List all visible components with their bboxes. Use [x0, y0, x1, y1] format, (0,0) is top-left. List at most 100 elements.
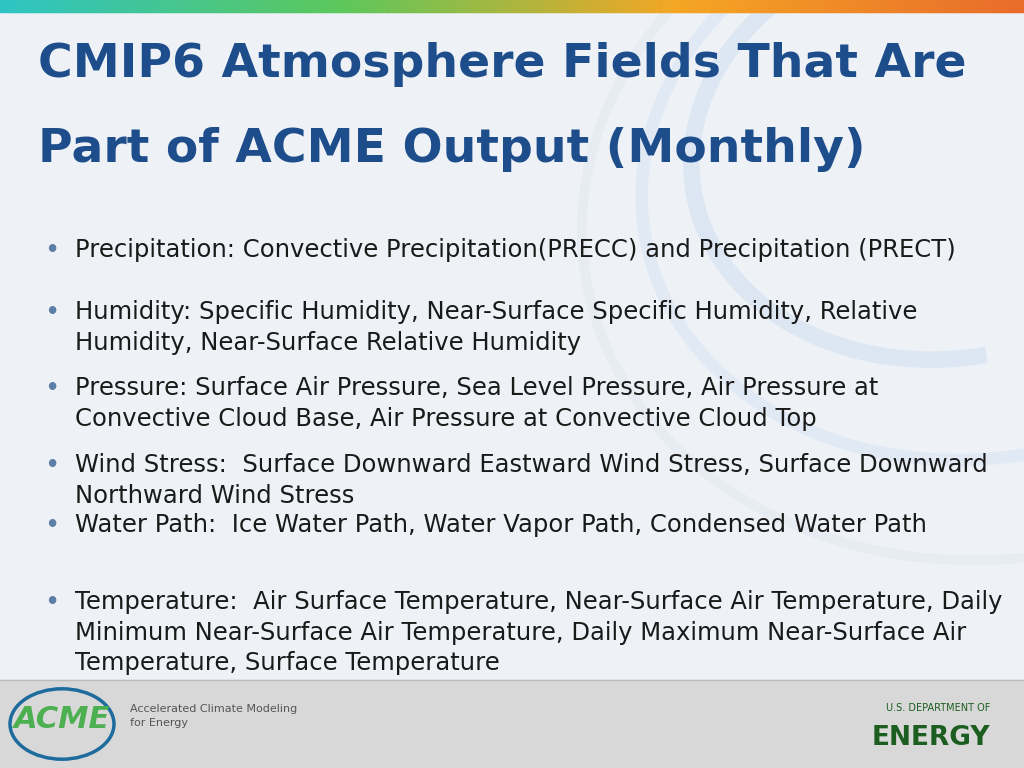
Bar	[663, 0, 667, 12]
Text: Temperature:  Air Surface Temperature, Near-Surface Air Temperature, Daily
Minim: Temperature: Air Surface Temperature, Ne…	[75, 590, 1002, 675]
Bar	[325, 0, 329, 12]
Bar	[699, 0, 705, 12]
Bar	[573, 0, 578, 12]
Bar	[863, 0, 868, 12]
Bar	[1017, 0, 1022, 12]
Bar	[407, 0, 411, 12]
Bar	[468, 0, 472, 12]
Bar	[922, 0, 926, 12]
Bar	[222, 0, 226, 12]
Bar	[177, 0, 182, 12]
Bar	[594, 0, 598, 12]
Bar	[174, 0, 178, 12]
Bar	[89, 0, 93, 12]
Bar	[113, 0, 117, 12]
Bar	[297, 0, 301, 12]
Bar	[802, 0, 807, 12]
Bar	[133, 0, 137, 12]
Bar	[755, 0, 759, 12]
Bar	[433, 0, 438, 12]
Bar	[628, 0, 633, 12]
Bar	[990, 0, 994, 12]
Bar	[860, 0, 864, 12]
Bar	[386, 0, 390, 12]
Bar	[515, 0, 520, 12]
Bar	[1014, 0, 1018, 12]
Bar	[143, 0, 147, 12]
Bar	[525, 0, 530, 12]
Bar	[771, 0, 776, 12]
Bar	[577, 0, 582, 12]
Bar	[707, 0, 711, 12]
Bar	[65, 0, 70, 12]
Bar	[703, 0, 708, 12]
Bar	[822, 0, 827, 12]
Bar	[919, 0, 923, 12]
Bar	[952, 0, 956, 12]
Bar	[617, 0, 623, 12]
Bar	[806, 0, 810, 12]
Bar	[625, 0, 629, 12]
Bar	[819, 0, 823, 12]
Bar	[635, 0, 639, 12]
Bar	[310, 0, 315, 12]
Bar	[1004, 0, 1008, 12]
Bar	[727, 0, 731, 12]
Bar	[843, 0, 848, 12]
Bar	[781, 0, 786, 12]
Text: Wind Stress:  Surface Downward Eastward Wind Stress, Surface Downward
Northward : Wind Stress: Surface Downward Eastward W…	[75, 453, 988, 508]
Text: Water Path:  Ice Water Path, Water Vapor Path, Condensed Water Path: Water Path: Ice Water Path, Water Vapor …	[75, 513, 927, 537]
Bar	[314, 0, 318, 12]
Bar	[1000, 0, 1005, 12]
Bar	[669, 0, 674, 12]
Bar	[228, 0, 233, 12]
Bar	[566, 0, 571, 12]
Bar	[993, 0, 997, 12]
Bar	[266, 0, 270, 12]
Bar	[792, 0, 797, 12]
Bar	[499, 0, 503, 12]
Bar	[481, 0, 485, 12]
Bar	[512, 0, 516, 12]
Bar	[48, 0, 52, 12]
Bar	[996, 0, 1001, 12]
Bar	[366, 0, 370, 12]
Bar	[321, 0, 326, 12]
Bar	[673, 0, 677, 12]
Bar	[136, 0, 141, 12]
Bar	[28, 0, 32, 12]
Bar	[679, 0, 684, 12]
Bar	[748, 0, 752, 12]
Text: ENERGY: ENERGY	[871, 725, 990, 751]
Bar	[505, 0, 510, 12]
Bar	[765, 0, 769, 12]
Bar	[99, 0, 103, 12]
Bar	[146, 0, 152, 12]
Bar	[850, 0, 854, 12]
Bar	[85, 0, 90, 12]
Bar	[389, 0, 393, 12]
Bar	[140, 0, 144, 12]
Bar	[758, 0, 762, 12]
Bar	[355, 0, 359, 12]
Bar	[284, 0, 288, 12]
Bar	[683, 0, 687, 12]
Bar	[949, 0, 953, 12]
Bar	[348, 0, 352, 12]
Bar	[239, 0, 244, 12]
Bar	[870, 0, 874, 12]
Bar	[413, 0, 418, 12]
Bar	[570, 0, 574, 12]
Bar	[543, 0, 547, 12]
Bar	[69, 0, 73, 12]
Text: Part of ACME Output (Monthly): Part of ACME Output (Monthly)	[38, 127, 865, 172]
Bar	[1007, 0, 1012, 12]
Bar	[970, 0, 974, 12]
Bar	[335, 0, 339, 12]
Bar	[788, 0, 793, 12]
Bar	[79, 0, 83, 12]
Bar	[495, 0, 500, 12]
Bar	[75, 0, 80, 12]
Bar	[372, 0, 377, 12]
Bar	[3, 0, 8, 12]
